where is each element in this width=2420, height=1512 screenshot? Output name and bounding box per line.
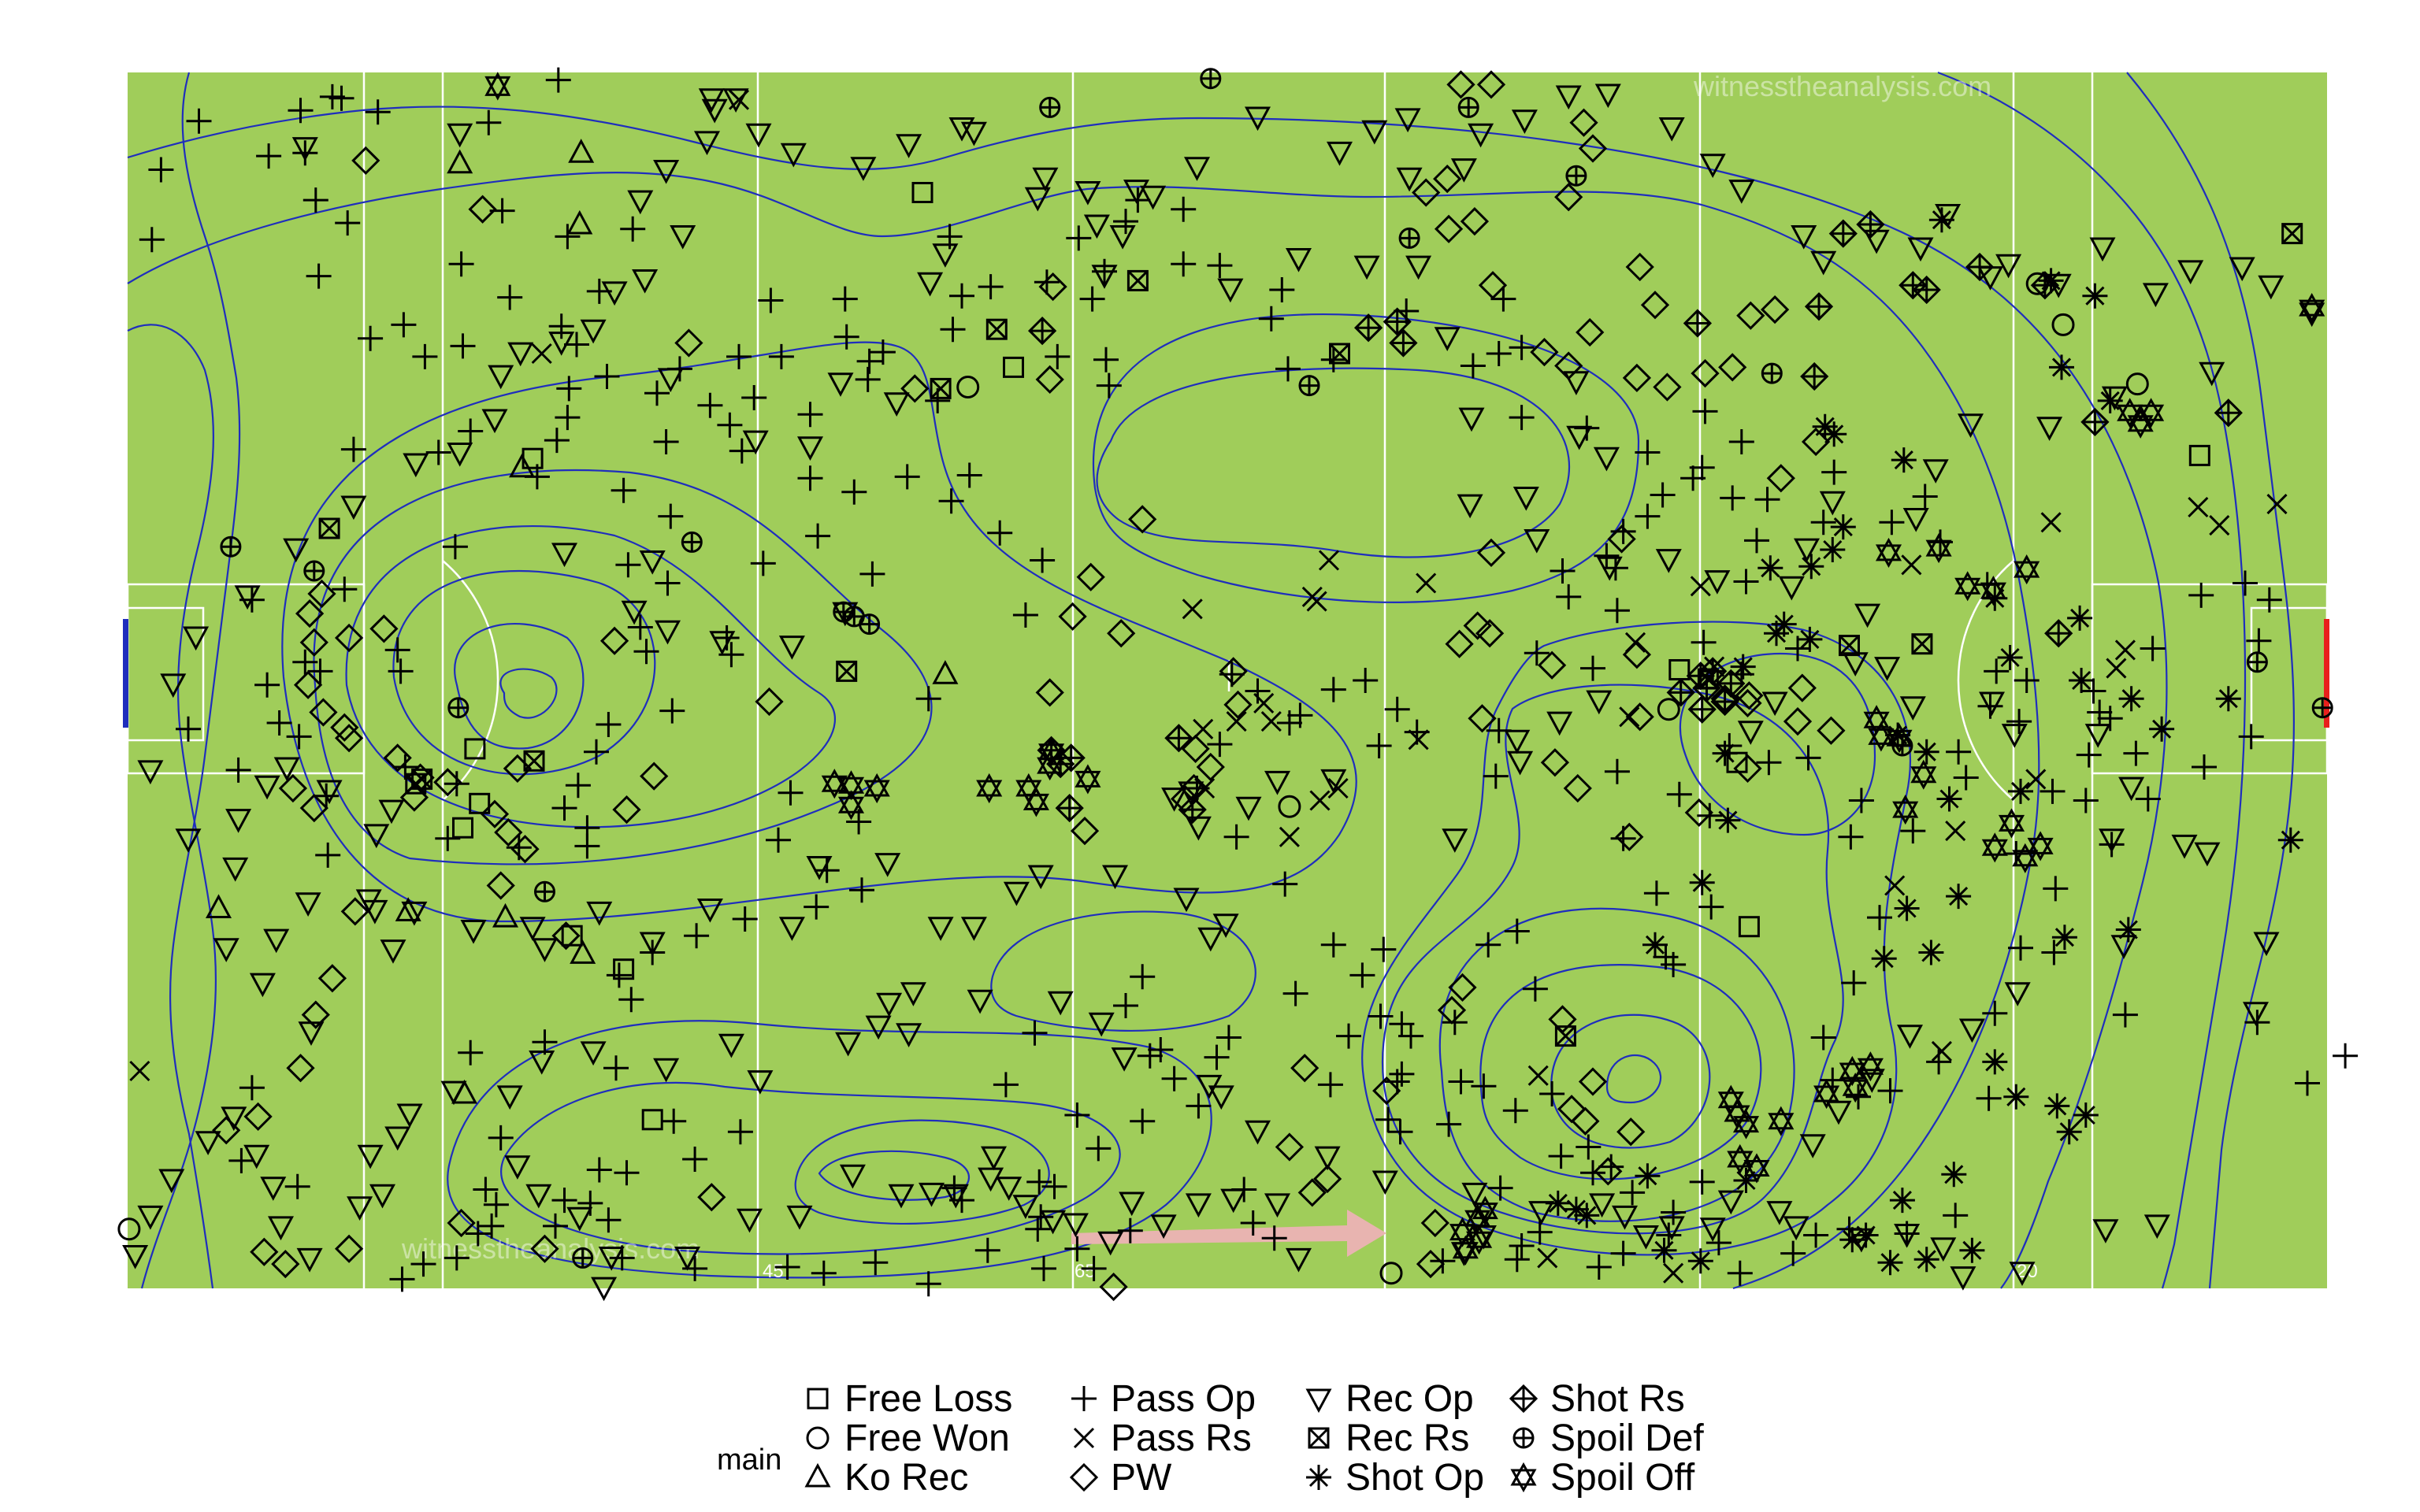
legend-item-pass-op: Pass Op bbox=[1070, 1378, 1256, 1420]
legend-label-pw: PW bbox=[1111, 1457, 1172, 1499]
point-spoil-def-7 bbox=[534, 880, 555, 902]
contour-4 bbox=[345, 525, 836, 828]
legend-symbol-spoil-def bbox=[1512, 1427, 1535, 1449]
yard-label-45: 45 bbox=[763, 1261, 784, 1282]
contour-17 bbox=[1438, 907, 1795, 1222]
contour-5 bbox=[313, 469, 933, 865]
legend-item-free-loss: Free Loss bbox=[807, 1378, 1012, 1420]
contour-2 bbox=[454, 622, 585, 750]
legend-symbol-shot-op bbox=[1305, 1463, 1333, 1492]
point-spoil-def-10 bbox=[1200, 68, 1222, 90]
arc-left bbox=[442, 560, 499, 801]
legend-label-shot-op: Shot Op bbox=[1345, 1457, 1484, 1499]
legend-label-free-loss: Free Loss bbox=[844, 1378, 1012, 1420]
contour-3 bbox=[392, 569, 656, 776]
point-spoil-def-8 bbox=[572, 1247, 594, 1269]
legend-item-ko-rec: Ko Rec bbox=[805, 1457, 968, 1499]
point-spoil-def-17 bbox=[2311, 697, 2333, 719]
point-spoil-def-4 bbox=[833, 601, 855, 623]
contour-21 bbox=[127, 172, 2040, 1290]
goal-right bbox=[2324, 619, 2329, 728]
point-spoil-def-3 bbox=[681, 531, 703, 553]
legend-symbol-free-won bbox=[806, 1426, 830, 1450]
legend-label-rec-rs: Rec Rs bbox=[1345, 1418, 1469, 1459]
legend-symbol-pass-op bbox=[1070, 1384, 1098, 1413]
legend-title: main bbox=[717, 1443, 781, 1477]
contour-13 bbox=[447, 1020, 1212, 1279]
density-contours bbox=[127, 71, 2296, 1290]
point-pass-op-200 bbox=[2331, 1042, 2359, 1070]
point-spoil-def-12 bbox=[1457, 96, 1479, 118]
legend-label-rec-op: Rec Op bbox=[1345, 1378, 1474, 1420]
contour-23 bbox=[169, 72, 241, 1289]
point-spoil-def-18 bbox=[1298, 375, 1320, 397]
legend-label-pass-op: Pass Op bbox=[1111, 1378, 1256, 1420]
legend-label-free-won: Free Won bbox=[844, 1418, 1010, 1459]
legend-label-pass-rs: Pass Rs bbox=[1111, 1418, 1252, 1459]
contour-12 bbox=[500, 1081, 1121, 1255]
legend-symbol-shot-rs bbox=[1509, 1384, 1538, 1413]
contour-15 bbox=[1550, 1014, 1711, 1149]
goal-left bbox=[123, 619, 128, 728]
yard-label-65: 65 bbox=[1075, 1261, 1096, 1282]
point-spoil-def-9 bbox=[1039, 96, 1061, 118]
point-spoil-def-13 bbox=[1565, 165, 1587, 187]
attack-direction-arrow bbox=[1071, 1210, 1386, 1257]
legend-item-free-won: Free Won bbox=[806, 1418, 1010, 1459]
legend-item-shot-rs: Shot Rs bbox=[1509, 1378, 1685, 1420]
contour-6 bbox=[281, 341, 1357, 923]
legend-label-ko-rec: Ko Rec bbox=[844, 1457, 968, 1499]
watermark-top: witnesstheanalysis.com bbox=[1693, 70, 1991, 102]
contour-18 bbox=[1381, 684, 1844, 1235]
legend-item-spoil-def: Spoil Def bbox=[1512, 1418, 1704, 1459]
legend-symbol-pw bbox=[1070, 1463, 1098, 1492]
legend-label-shot-rs: Shot Rs bbox=[1550, 1378, 1685, 1420]
legend-symbol-rec-rs bbox=[1308, 1427, 1330, 1449]
legend-symbol-spoil-off bbox=[1511, 1463, 1536, 1492]
legend-label-spoil-def: Spoil Def bbox=[1550, 1418, 1704, 1459]
contour-14 bbox=[1605, 1054, 1662, 1104]
legend-label-spoil-off: Spoil Off bbox=[1550, 1457, 1695, 1499]
watermark-bottom: witnesstheanalysis.com bbox=[401, 1232, 700, 1265]
contour-10 bbox=[818, 1150, 970, 1201]
point-spoil-def-6 bbox=[843, 606, 865, 628]
point-spoil-def-0 bbox=[220, 536, 242, 558]
point-spoil-def-1 bbox=[303, 560, 325, 582]
contour-1 bbox=[499, 668, 558, 719]
contour-24 bbox=[1937, 71, 2247, 1289]
contour-8 bbox=[1092, 313, 1640, 603]
legend-symbol-pass-rs bbox=[1073, 1427, 1095, 1449]
contour-26 bbox=[127, 324, 217, 1289]
legend-item-pw: PW bbox=[1070, 1457, 1172, 1499]
contour-16 bbox=[1479, 964, 1762, 1180]
contour-9 bbox=[990, 910, 1256, 1032]
legend-symbol-free-loss bbox=[807, 1388, 829, 1410]
legend-symbol-rec-op bbox=[1306, 1388, 1331, 1412]
point-spoil-def-16 bbox=[2246, 651, 2268, 673]
point-spoil-def-2 bbox=[447, 697, 470, 719]
legend-item-shot-op: Shot Op bbox=[1305, 1457, 1484, 1499]
legend-item-rec-rs: Rec Rs bbox=[1308, 1418, 1469, 1459]
legend-item-pass-rs: Pass Rs bbox=[1073, 1418, 1252, 1459]
legend-item-spoil-off: Spoil Off bbox=[1511, 1457, 1695, 1499]
point-spoil-def-11 bbox=[1398, 227, 1420, 249]
legend-symbol-ko-rec bbox=[805, 1464, 830, 1488]
legend-item-rec-op: Rec Op bbox=[1306, 1378, 1474, 1420]
contour-20 bbox=[1361, 621, 1912, 1256]
contour-22 bbox=[127, 106, 2168, 1289]
contour-25 bbox=[2126, 72, 2296, 1289]
point-spoil-def-14 bbox=[1761, 362, 1783, 384]
contour-11 bbox=[794, 1119, 1050, 1225]
